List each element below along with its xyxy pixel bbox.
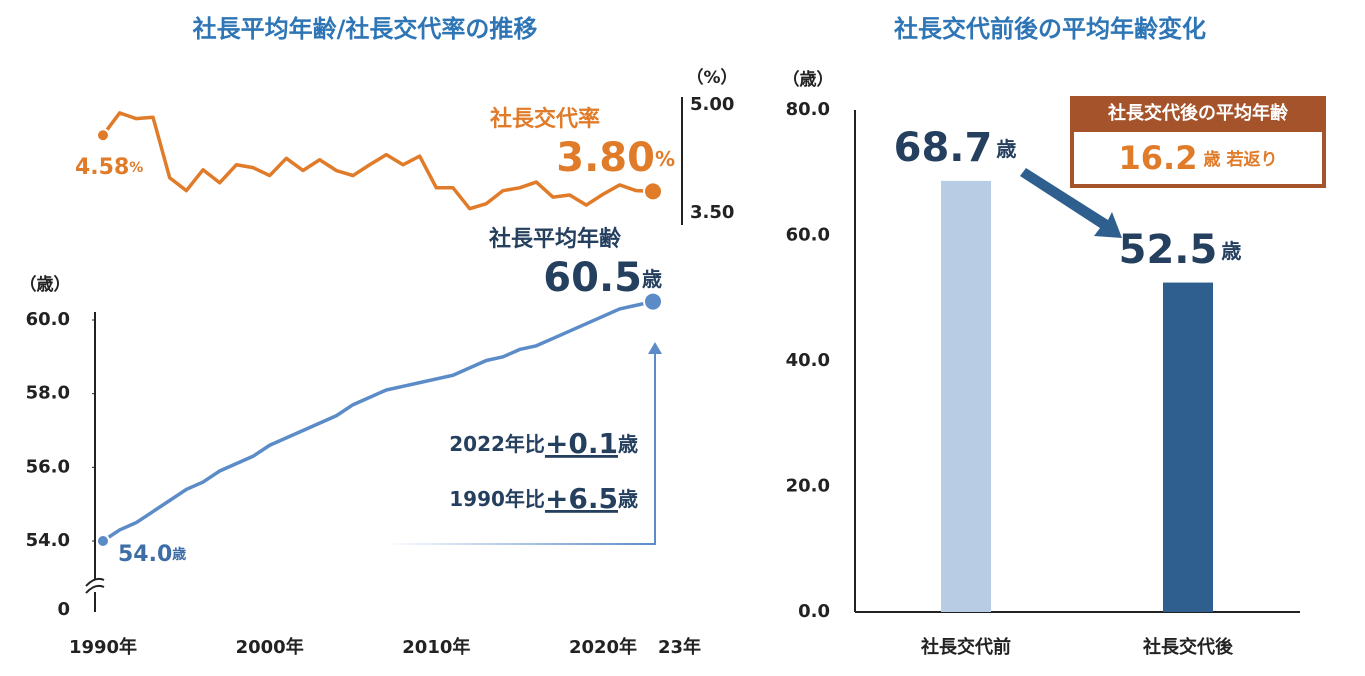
annotation-line	[385, 543, 655, 545]
y-tick-label: 54.0	[26, 530, 70, 551]
value-label-part: %	[129, 160, 143, 176]
bar	[941, 180, 991, 612]
end-marker	[643, 291, 663, 312]
x-tick-label: 社長交代後	[1143, 636, 1234, 658]
annotation-part: 1990年比	[449, 487, 545, 511]
x-tick-label: 2000年	[236, 636, 304, 658]
y-tick-label: 0	[57, 599, 70, 620]
annotation-part: 歳	[618, 487, 638, 511]
value-label-part: 4.58	[75, 155, 129, 180]
value-label-part: 歳	[172, 546, 186, 563]
value-label: 52.5 歳	[1119, 227, 1242, 273]
y2-tick-label: 3.50	[690, 202, 734, 223]
value-label-part: 歳	[1221, 239, 1241, 263]
value-label-part: %	[655, 147, 675, 171]
y-tick-label: 58.0	[26, 383, 70, 404]
value-label-part: 歳	[996, 137, 1016, 161]
callout-value-part: 歳	[1203, 149, 1220, 170]
annotation-part: 歳	[618, 432, 638, 456]
callout-box	[1070, 128, 1326, 188]
value-label: 54.0歳	[118, 542, 186, 567]
value-label-part: 54.0	[118, 542, 172, 567]
x-tick-label: 2010年	[402, 636, 470, 658]
y-tick-label: 56.0	[26, 456, 70, 477]
chart-title: 社長平均年齢/社長交代率の推移	[193, 15, 538, 43]
value-label: 60.5歳	[543, 255, 662, 301]
callout-value: 16.2 歳若返り	[1119, 139, 1278, 177]
y-axis-label: （歳）	[20, 274, 71, 295]
series-label: 社長平均年齢	[489, 226, 622, 252]
end-marker	[643, 181, 663, 202]
x-tick-label: 2020年	[569, 636, 637, 658]
x-tick-label: 23年	[658, 636, 701, 658]
callout-header-box	[1070, 96, 1326, 130]
value-label-part: 60.5	[543, 255, 642, 301]
end-marker	[96, 128, 110, 143]
value-label-part: 歳	[642, 267, 662, 291]
chart-title: 社長交代前後の平均年齢変化	[894, 15, 1206, 43]
x-tick-label: 1990年	[69, 636, 137, 658]
bar	[1163, 282, 1213, 612]
annotation: 1990年比+6.5歳	[449, 482, 638, 515]
series-label: 社長交代率	[490, 106, 600, 132]
axis-break	[85, 577, 105, 594]
y-tick-label: 60.0	[786, 225, 830, 246]
x-tick-label: 社長交代前	[921, 636, 1011, 658]
y-tick-label: 40.0	[786, 350, 830, 371]
line	[102, 299, 654, 543]
y-tick-label: 60.0	[26, 309, 70, 330]
annotation: 2022年比+0.1歳	[449, 427, 638, 460]
value-label: 4.58%	[75, 155, 143, 180]
annotation-part: +0.1	[545, 427, 618, 460]
y-tick-label: 20.0	[786, 476, 830, 497]
line	[101, 111, 654, 211]
callout-title: 社長交代後の平均年齢	[1108, 102, 1289, 124]
value-label: 68.7 歳	[894, 125, 1017, 171]
arrow	[1020, 168, 1122, 238]
y-axis-label: （歳）	[783, 69, 834, 90]
value-label-part: 52.5	[1119, 227, 1218, 273]
annotation-arrowhead	[648, 342, 662, 354]
annotation-part: +6.5	[545, 482, 618, 515]
value-label: 3.80%	[556, 135, 675, 181]
annotation-part: 2022年比	[449, 432, 545, 456]
y-tick-label: 80.0	[786, 99, 830, 120]
value-label-part: 68.7	[894, 125, 993, 171]
value-label-part: 3.80	[556, 135, 655, 181]
y2-axis-label: （%）	[686, 67, 737, 88]
callout-value-part: 若返り	[1225, 149, 1277, 170]
y2-tick-label: 5.00	[690, 94, 734, 115]
end-marker	[96, 534, 110, 548]
callout-value-part: 16.2	[1119, 139, 1198, 177]
y-tick-label: 0.0	[798, 601, 830, 622]
